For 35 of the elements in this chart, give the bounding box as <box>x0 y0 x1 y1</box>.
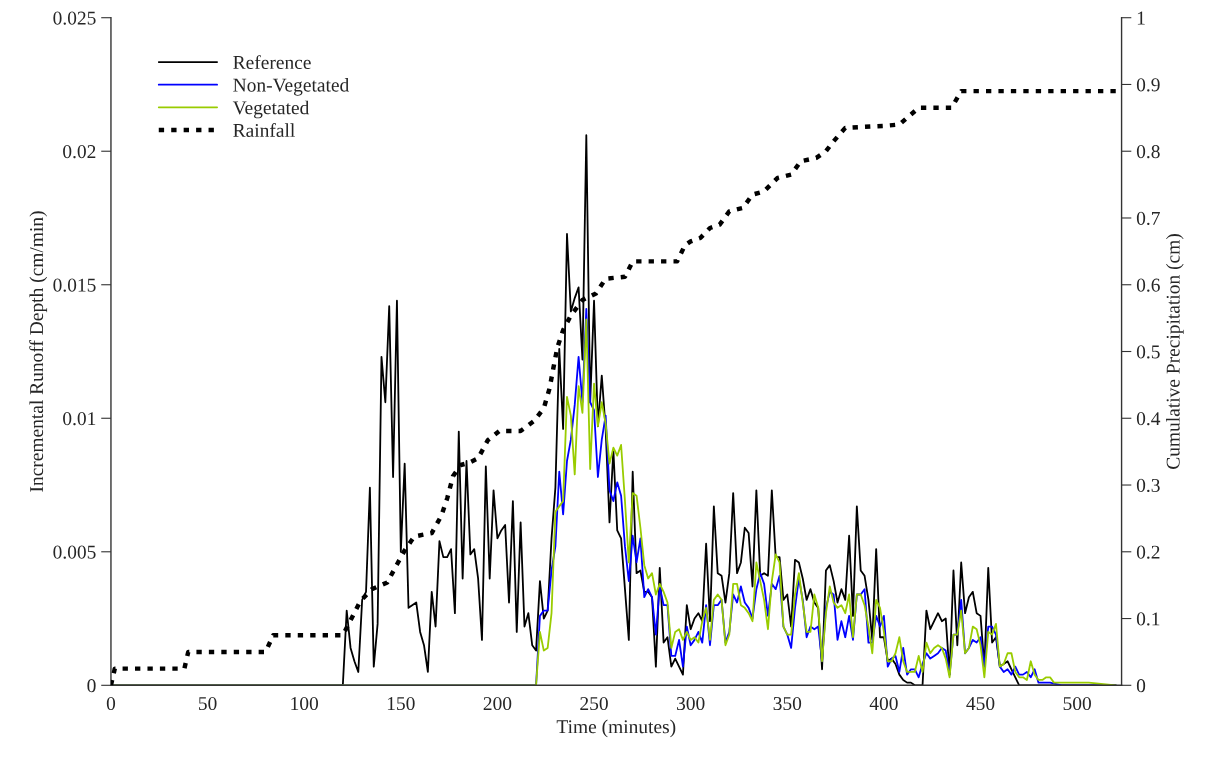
y-tick-label: 0 <box>87 679 96 693</box>
y-tick-label: 0.005 <box>53 545 96 559</box>
legend-label: Rainfall <box>233 123 295 137</box>
y2-tick-label: 0.7 <box>1136 211 1160 226</box>
x-tick-label: 100 <box>291 696 319 711</box>
y-tick-label: 0.01 <box>63 412 96 426</box>
y2-tick-label: 0.2 <box>1136 545 1160 559</box>
x-tick-label: 250 <box>580 696 608 711</box>
y2-tick-label: 0.3 <box>1136 478 1160 493</box>
x-tick-label: 50 <box>198 696 217 711</box>
x-tick-label: 350 <box>773 696 802 711</box>
x-tick-label: 300 <box>677 696 705 711</box>
x-tick-label: 150 <box>387 696 415 711</box>
x-tick-label: 450 <box>966 696 995 711</box>
x-tick-label: 400 <box>869 696 898 711</box>
x-axis-title: Time (minutes) <box>556 719 676 738</box>
y2-tick-label: 0.1 <box>1136 612 1160 626</box>
y-tick-label: 0.025 <box>53 11 96 25</box>
y2-tick-label: 0.4 <box>1136 412 1161 426</box>
x-tick-label: 0 <box>106 696 116 711</box>
y2-tick-label: 0 <box>1136 679 1146 693</box>
y-axis-title: Incremental Runoff Depth (cm/min) <box>29 211 48 492</box>
x-tick-label: 500 <box>1063 696 1091 711</box>
y2-axis-title: Cumulative Precipitation (cm) <box>1166 234 1184 469</box>
y2-tick-label: 0.9 <box>1136 78 1160 92</box>
y2-tick-label: 1 <box>1137 11 1145 25</box>
y2-tick-label: 0.8 <box>1136 145 1160 159</box>
y-tick-label: 0.02 <box>63 145 96 159</box>
y2-tick-label: 0.6 <box>1136 278 1160 292</box>
legend-label: Vegetated <box>232 100 310 119</box>
legend-label: Non-Vegetated <box>233 77 350 96</box>
y2-tick-label: 0.5 <box>1136 345 1160 359</box>
y-tick-label: 0.015 <box>53 278 96 292</box>
legend-label: Reference <box>233 55 311 70</box>
x-tick-label: 200 <box>483 696 512 711</box>
